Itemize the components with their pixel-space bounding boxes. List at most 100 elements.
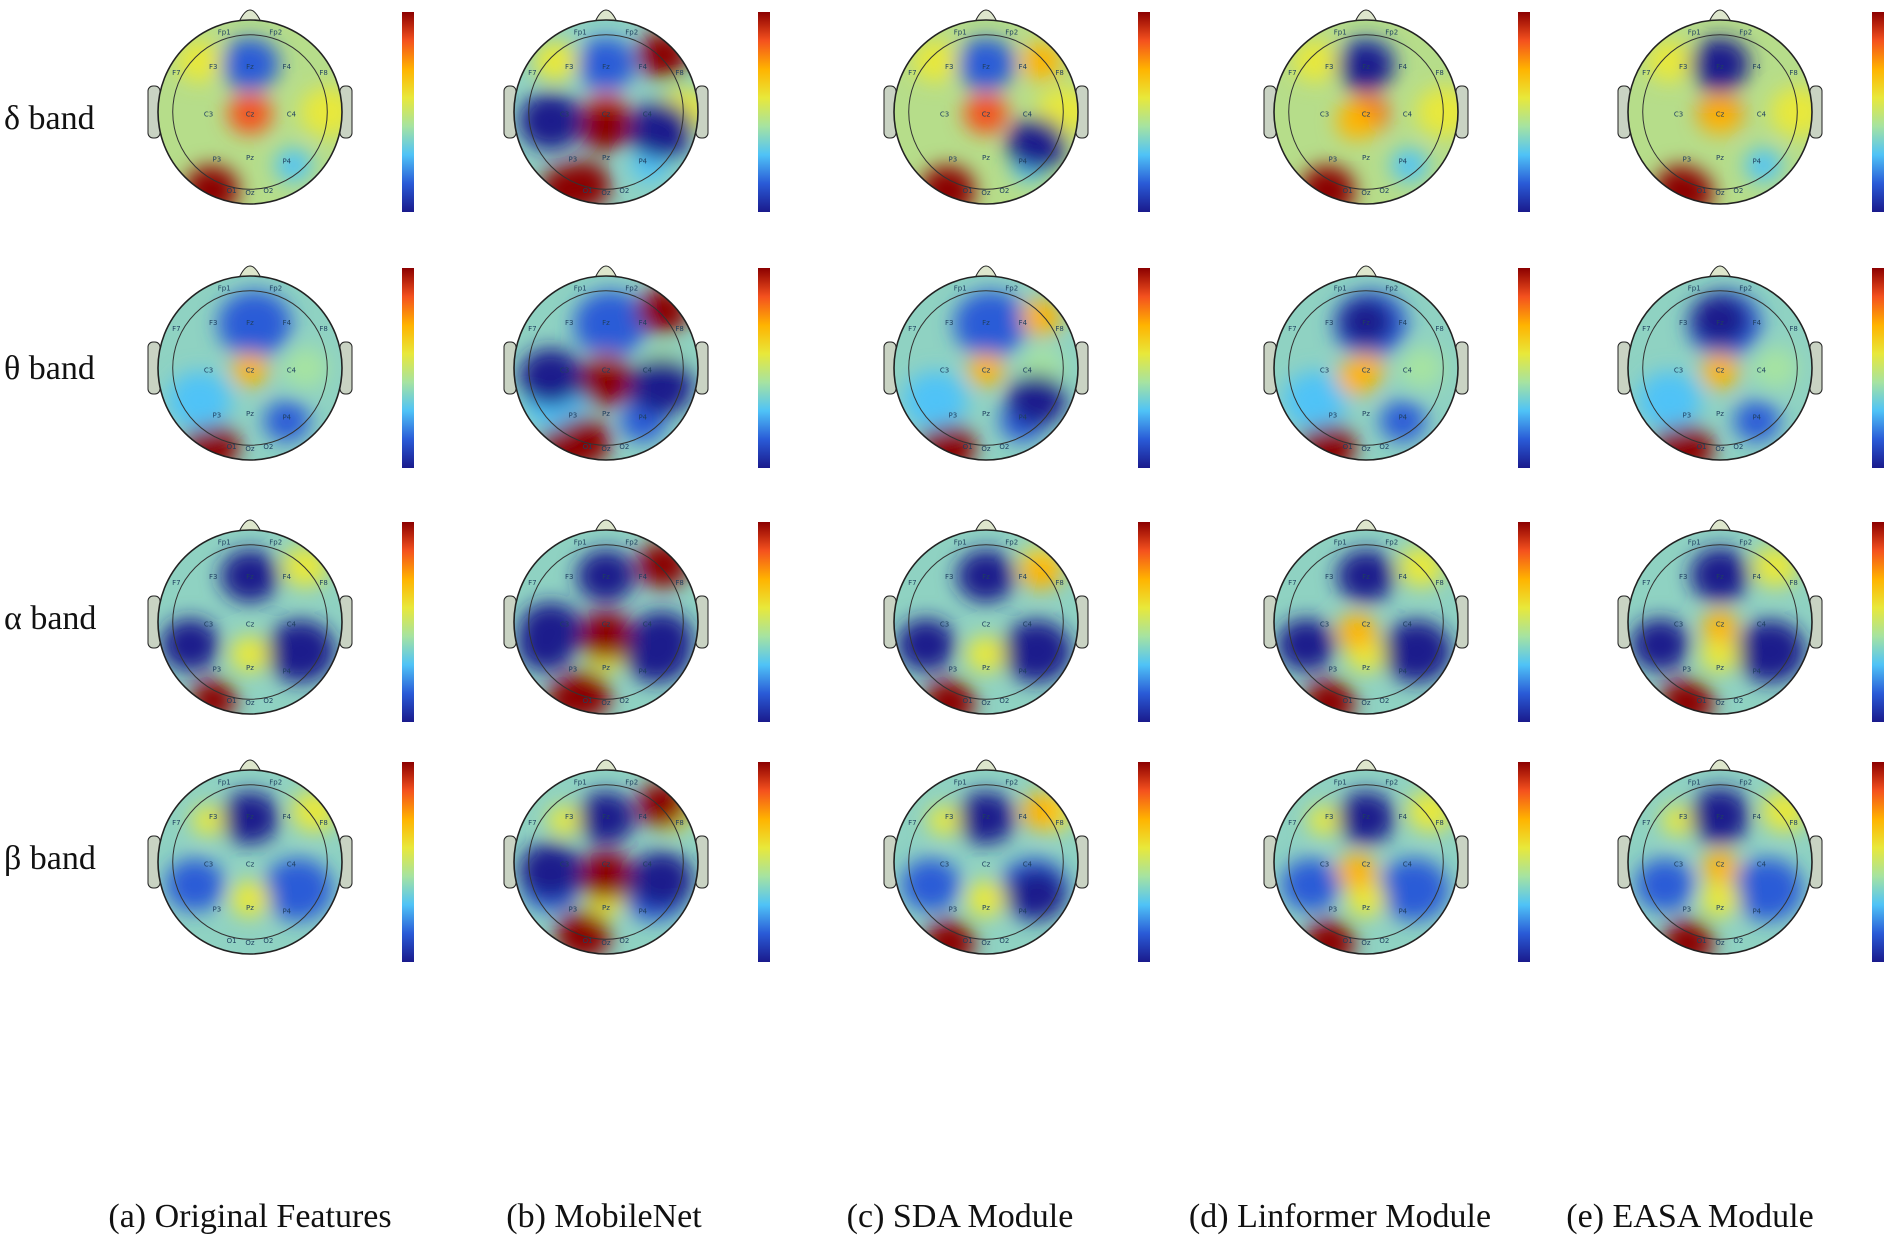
electrode-label: F4 <box>1019 573 1028 581</box>
electrode-label: Fp1 <box>574 29 587 37</box>
electrode-label: Fp1 <box>954 285 967 293</box>
electrode-label: O1 <box>1343 937 1353 945</box>
electrode-label: C4 <box>1403 111 1413 119</box>
nose <box>594 9 618 23</box>
colorbar <box>1138 268 1150 468</box>
head-outline <box>1627 19 1813 205</box>
activation-region <box>217 290 292 357</box>
electrode-label: Fz <box>982 573 990 581</box>
activation-region <box>548 805 582 836</box>
activation-region <box>578 100 634 151</box>
electrode-label: P4 <box>1018 414 1027 422</box>
electrode-label: Fp2 <box>1385 779 1398 787</box>
electrode-label: F8 <box>1435 69 1443 77</box>
activation-region <box>220 37 280 91</box>
electrode-label: C3 <box>1320 111 1329 119</box>
electrode-label: Cz <box>1716 367 1725 375</box>
electrode-label: Fz <box>602 319 610 327</box>
electrode-label: O2 <box>999 697 1009 705</box>
electrode-label: F8 <box>675 325 683 333</box>
activation-region <box>518 92 583 151</box>
electrode-label: Pz <box>1716 154 1724 162</box>
electrode-label: Fz <box>602 813 610 821</box>
electrode-label: F3 <box>1325 573 1333 581</box>
electrode-label: Fp2 <box>269 285 282 293</box>
electrode-label: F7 <box>1288 819 1296 827</box>
electrode-label: F7 <box>528 325 536 333</box>
electrode-label: O2 <box>1379 443 1389 451</box>
electrode-label: Pz <box>1362 904 1370 912</box>
topomap-r1-c2: Fp1 Fp2 F7 F3 Fz F4 F8 C3 Cz C4 P3 Pz P4 O1 Oz O2 <box>883 265 1150 468</box>
activation-region <box>263 400 310 443</box>
electrode-label: Cz <box>602 861 611 869</box>
electrode-label: F3 <box>565 573 573 581</box>
electrode-label: Cz <box>246 621 255 629</box>
electrode-label: Pz <box>1362 410 1370 418</box>
electrode-label: F4 <box>1399 573 1408 581</box>
activation-region <box>1283 371 1348 430</box>
electrode-label: Fp2 <box>1005 285 1018 293</box>
topomap-r1-c3: Fp1 Fp2 F7 F3 Fz F4 F8 C3 Cz C4 P3 Pz P4 O1 Oz O2 <box>1263 265 1530 468</box>
electrode-label: Fp1 <box>1688 779 1701 787</box>
nose <box>1708 9 1732 23</box>
col-label-easa: (e) EASA Module <box>1566 1198 1814 1235</box>
electrode-label: O1 <box>963 187 973 195</box>
activation-region <box>1345 880 1387 918</box>
activation-region <box>1735 619 1806 683</box>
electrode-label: C3 <box>204 111 213 119</box>
nose <box>1354 759 1378 773</box>
electrode-label: F4 <box>283 813 292 821</box>
electrode-label: F3 <box>209 319 217 327</box>
activation-region <box>956 791 1016 845</box>
activation-region <box>963 93 1009 134</box>
activation-region <box>1007 117 1067 171</box>
nose <box>974 9 998 23</box>
electrode-label: Cz <box>1362 861 1371 869</box>
electrode-label: Cz <box>982 367 991 375</box>
electrode-label: O1 <box>583 187 593 195</box>
electrode-label: F8 <box>319 69 327 77</box>
electrode-label: O1 <box>1697 697 1707 705</box>
nose <box>238 265 262 279</box>
electrode-label: Fp1 <box>1688 285 1701 293</box>
electrode-label: F8 <box>1055 325 1063 333</box>
electrode-label: F7 <box>908 69 916 77</box>
electrode-label: Oz <box>245 445 255 453</box>
electrode-label: P4 <box>1398 158 1407 166</box>
colorbar <box>1138 522 1150 722</box>
electrode-label: Oz <box>245 699 255 707</box>
electrode-label: Oz <box>1361 939 1371 947</box>
electrode-label: Cz <box>246 367 255 375</box>
electrode-label: C4 <box>643 111 653 119</box>
head-outline <box>157 529 343 715</box>
electrode-label: F3 <box>1679 573 1687 581</box>
activation-region <box>1637 371 1702 430</box>
electrode-label: O1 <box>1697 937 1707 945</box>
electrode-label: C3 <box>1674 861 1683 869</box>
electrode-label: C4 <box>1403 861 1413 869</box>
activation-region <box>629 851 694 910</box>
topomap-r2-c0: Fp1 Fp2 F7 F3 Fz F4 F8 C3 Cz C4 P3 Pz P4 O1 Oz O2 <box>147 519 414 722</box>
activation-region <box>1635 858 1695 912</box>
electrode-label: O1 <box>227 697 237 705</box>
electrode-label: P3 <box>1329 156 1338 164</box>
electrode-label: F8 <box>1789 819 1797 827</box>
electrode-label: P4 <box>282 414 291 422</box>
electrode-label: F8 <box>675 69 683 77</box>
electrode-label: O2 <box>619 443 629 451</box>
activation-region <box>229 635 271 673</box>
electrode-label: Pz <box>1716 904 1724 912</box>
electrode-label: Fp2 <box>625 539 638 547</box>
electrode-label: Fp2 <box>625 285 638 293</box>
activation-region <box>1630 618 1690 672</box>
colorbar <box>1138 762 1150 962</box>
electrode-label: Oz <box>1715 699 1725 707</box>
electrode-label: Oz <box>601 939 611 947</box>
activation-region <box>1338 551 1394 601</box>
electrode-label: P4 <box>638 908 647 916</box>
activation-region <box>896 618 956 672</box>
electrode-label: Fp1 <box>574 779 587 787</box>
electrode-label: Pz <box>1716 664 1724 672</box>
topomap-r0-c1: Fp1 Fp2 F7 F3 Fz F4 F8 C3 Cz C4 P3 Pz P4 O1 Oz O2 <box>503 9 770 212</box>
electrode-label: Fp1 <box>1688 29 1701 37</box>
